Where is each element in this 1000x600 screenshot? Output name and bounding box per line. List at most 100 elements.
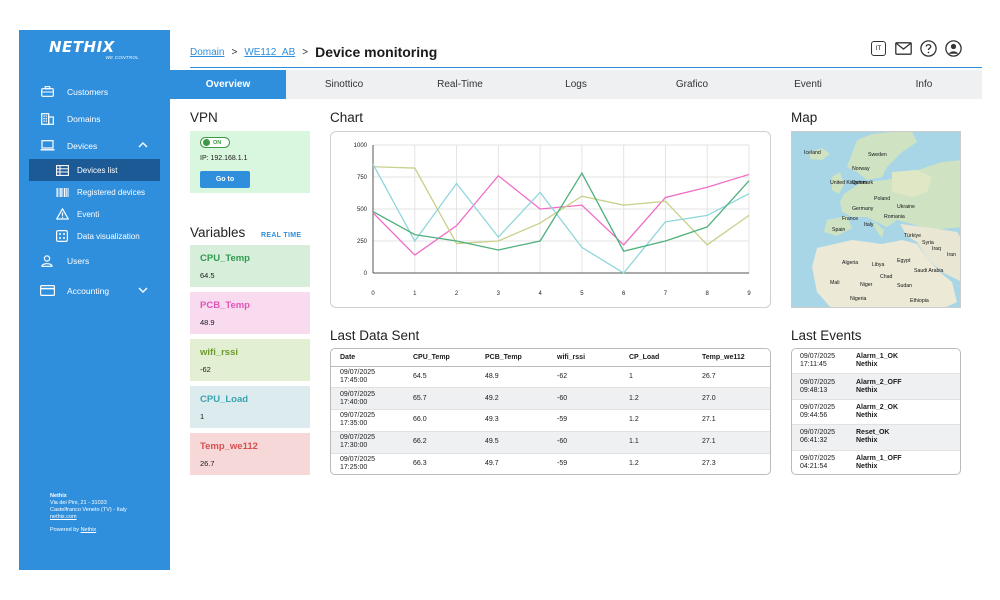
account-icon[interactable]: [945, 40, 962, 57]
map-label: Mali: [830, 280, 840, 286]
y-tick-label: 750: [357, 175, 368, 181]
variable-card-temp-we112[interactable]: Temp_we112 26.7: [190, 433, 310, 475]
table-cell: 1.2: [620, 387, 693, 411]
powered-by-link[interactable]: Nethix: [80, 527, 97, 533]
tab-eventi[interactable]: Eventi: [794, 79, 822, 90]
event-item[interactable]: 09/07/2025 09:48:13 Alarm_2_OFF Nethix: [792, 374, 960, 400]
x-tick-label: 4: [538, 291, 542, 297]
tab-info[interactable]: Info: [915, 79, 933, 90]
sidebar-item-domains[interactable]: Domains: [19, 105, 170, 132]
event-item[interactable]: 09/07/2025 06:41:32 Reset_OK Nethix: [792, 425, 960, 451]
event-item[interactable]: 09/07/2025 17:11:45 Alarm_1_OK Nethix: [792, 349, 960, 375]
map-label: Poland: [874, 196, 890, 202]
table-cell: -60: [548, 387, 620, 411]
table-cell: 66.2: [404, 431, 476, 454]
sidebar-item-label: Accounting: [67, 285, 110, 296]
last-events-title: Last Events: [791, 328, 862, 343]
map-label: Nigeria: [850, 296, 867, 302]
sidebar-item-accounting[interactable]: Accounting: [19, 277, 170, 304]
event-text: Reset_OK Nethix: [856, 429, 889, 445]
sidebar-subitem-eventi[interactable]: Eventi: [19, 203, 170, 225]
sidebar-subitem-devices-list[interactable]: Devices list: [29, 159, 160, 181]
sidebar-subitem-registered-devices[interactable]: Registered devices: [19, 181, 170, 203]
breadcrumb-domain[interactable]: Domain: [190, 46, 225, 58]
cell-date: 09/07/2025: [340, 412, 376, 420]
table-row: 09/07/2025 17:30:00 66.2 49.5 -60 1.1 27.…: [331, 431, 770, 454]
goto-button[interactable]: Go to: [200, 171, 250, 188]
variable-value: 48.9: [200, 318, 215, 327]
x-tick-label: 9: [747, 291, 751, 297]
tab-logs[interactable]: Logs: [565, 79, 587, 90]
table-row: 09/07/2025 17:35:00 66.0 49.3 -59 1.2 27.…: [331, 409, 770, 432]
chart-panel: 0 250 500 750 1000 0 1 2 3 4 5 6 7 8 9: [330, 131, 771, 308]
event-time: 06:41:32: [800, 437, 828, 445]
table-cell: -59: [548, 409, 620, 432]
variable-card-wifi-rssi[interactable]: wifi_rssi -62: [190, 339, 310, 381]
table-cell: 27.1: [693, 409, 770, 432]
tab-sinottico[interactable]: Sinottico: [324, 79, 364, 90]
real-time-link[interactable]: REAL TIME: [261, 232, 302, 239]
tab-real-time[interactable]: Real-Time: [437, 79, 483, 90]
last-events-list: 09/07/2025 17:11:45 Alarm_1_OK Nethix 09/0…: [791, 348, 961, 475]
mail-icon[interactable]: [895, 40, 912, 57]
y-tick-label: 500: [357, 207, 368, 213]
sidebar-subitem-data-visualization[interactable]: Data visualization: [19, 225, 170, 247]
breadcrumb-device[interactable]: WE112_AB: [244, 46, 296, 58]
tab-overview[interactable]: Overview: [170, 70, 286, 99]
tab-bar: Overview Sinottico Real-Time Logs Grafic…: [170, 70, 982, 99]
cell-time: 17:40:00: [340, 398, 368, 406]
sidebar-subitem-label: Data visualization: [77, 231, 140, 241]
variable-card-cpu-temp[interactable]: CPU_Temp 64.5: [190, 245, 310, 287]
table-cell: 64.5: [404, 366, 476, 389]
table-row: 09/07/2025 17:25:00 66.3 49.7 -59 1.2 27.…: [331, 453, 770, 474]
event-source: Nethix: [856, 361, 878, 369]
x-tick-label: 3: [497, 291, 501, 297]
event-name: Alarm_2_OK: [856, 403, 899, 411]
sidebar-item-devices[interactable]: Devices: [19, 132, 170, 159]
event-text: Alarm_1_OK Nethix: [856, 353, 898, 369]
variable-card-cpu-load[interactable]: CPU_Load 1: [190, 386, 310, 428]
table-cell: -59: [548, 453, 620, 474]
event-date: 09/07/2025: [800, 429, 836, 437]
dashboard-icon: [55, 230, 69, 242]
map-label: Iraq: [932, 246, 941, 252]
map-label: Türkiye: [904, 233, 921, 239]
logo-tagline: WE CONTROL: [105, 55, 139, 60]
building-icon: [39, 112, 55, 125]
vpn-toggle[interactable]: ON: [200, 137, 230, 148]
map-label: Egypt: [897, 258, 911, 264]
x-tick-label: 7: [664, 291, 668, 297]
map-label: Sweden: [868, 152, 887, 158]
map-label: Ethiopia: [910, 298, 929, 304]
chevron-up-icon[interactable]: [138, 140, 148, 150]
table-cell: 65.7: [404, 387, 476, 411]
event-item[interactable]: 09/07/2025 09:44:56 Alarm_2_OK Nethix: [792, 400, 960, 426]
table-cell: 27.3: [693, 453, 770, 474]
table-header-row: Date CPU_Temp PCB_Temp wifi_rssi CP_Load…: [331, 349, 770, 367]
variable-value: -62: [200, 365, 211, 374]
event-datetime: 09/07/2025 06:41:32: [792, 429, 856, 445]
event-time: 09:44:56: [800, 411, 828, 419]
table-cell: 49.2: [476, 387, 548, 411]
map-graphic: Iceland Sweden Norway United Kingdom Den…: [804, 132, 960, 307]
language-button[interactable]: IT: [870, 40, 887, 57]
chart-title: Chart: [330, 110, 364, 125]
table-cell: 1: [620, 366, 693, 389]
cell-date: 09/07/2025: [340, 368, 376, 376]
toggle-label: ON: [213, 139, 222, 146]
sidebar-item-customers[interactable]: Customers: [19, 78, 170, 105]
event-item[interactable]: 09/07/2025 04:21:54 Alarm_1_OFF Nethix: [792, 451, 960, 474]
map-label: Ukraine: [897, 204, 915, 210]
help-icon[interactable]: [920, 40, 937, 57]
map-label: Libya: [872, 262, 885, 268]
footer-site-link[interactable]: nethix.com: [50, 514, 77, 520]
sidebar-item-users[interactable]: Users: [19, 247, 170, 274]
event-text: Alarm_2_OFF Nethix: [856, 379, 902, 395]
nethix-logo[interactable]: NETHIX WE CONTROL: [49, 38, 139, 64]
map-panel[interactable]: Iceland Sweden Norway United Kingdom Den…: [791, 131, 961, 308]
variable-card-pcb-temp[interactable]: PCB_Temp 48.9: [190, 292, 310, 334]
line-chart: 0 250 500 750 1000 0 1 2 3 4 5 6 7 8 9: [354, 143, 752, 297]
chevron-down-icon[interactable]: [138, 285, 148, 295]
table-cell-date: 09/07/2025 17:35:00: [331, 409, 404, 432]
tab-grafico[interactable]: Grafico: [675, 79, 709, 90]
